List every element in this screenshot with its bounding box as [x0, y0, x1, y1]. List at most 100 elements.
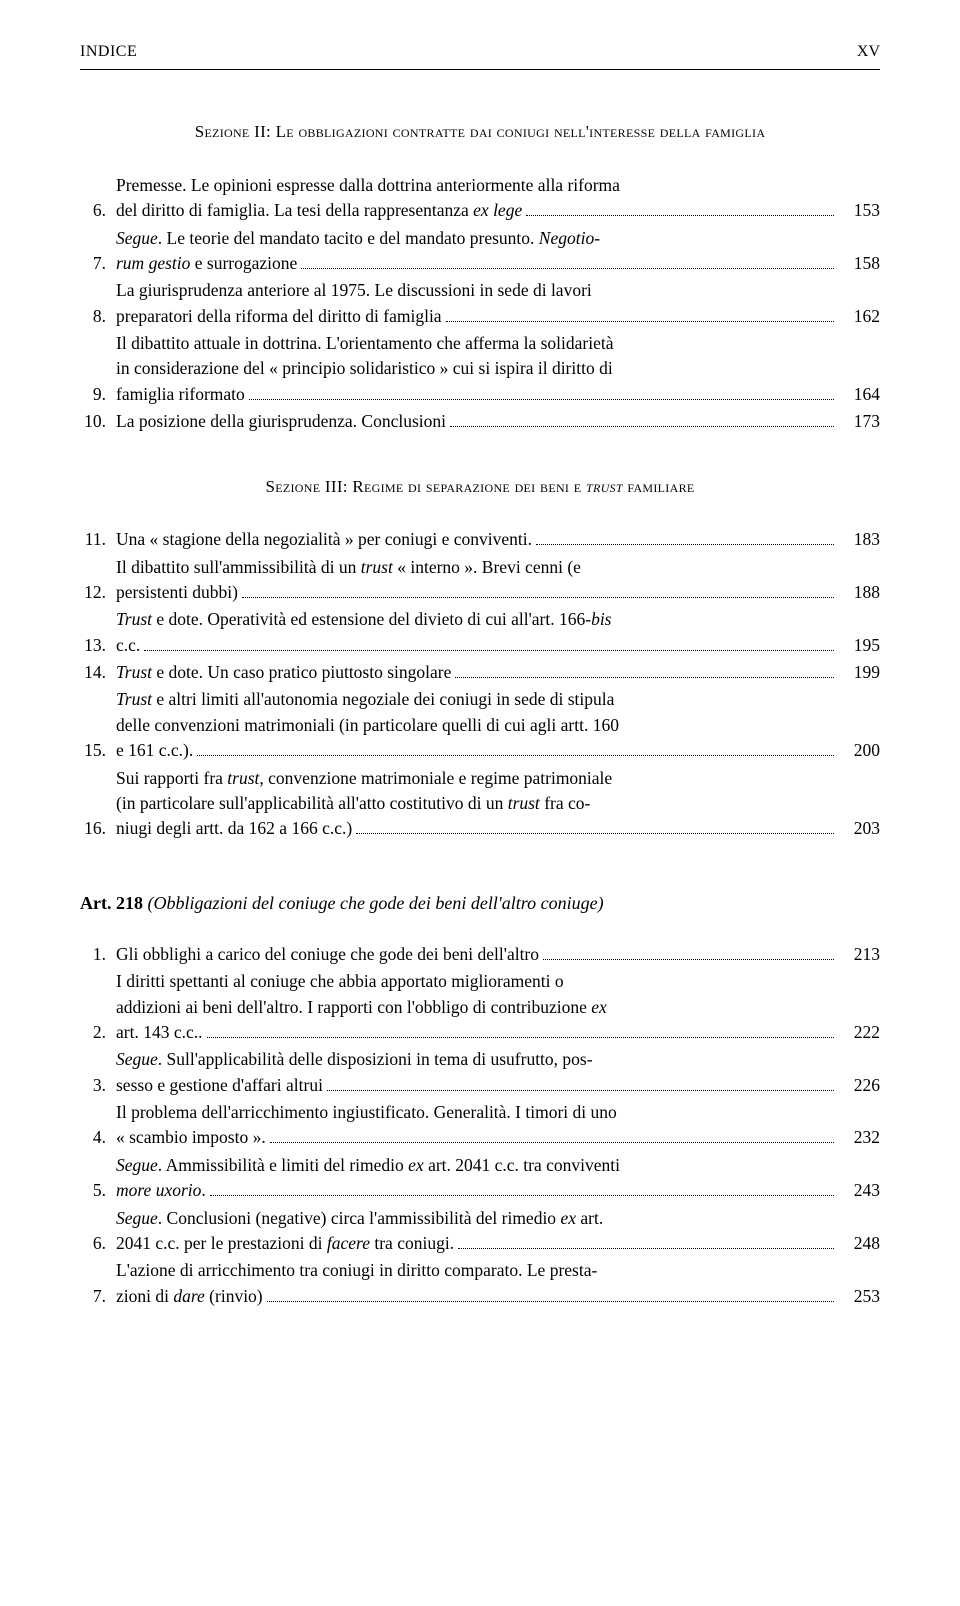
toc-page: 253	[838, 1284, 880, 1309]
toc-entry: 10.La posizione della giurisprudenza. Co…	[80, 409, 880, 434]
toc-number: 12.	[80, 580, 116, 605]
toc-leader-dots	[207, 1037, 835, 1038]
toc-page: 162	[838, 304, 880, 329]
toc-entry: 2.I diritti spettanti al coniuge che abb…	[80, 969, 880, 1045]
header-right: XV	[857, 40, 880, 63]
toc-page: 222	[838, 1020, 880, 1045]
toc-entry: 3.Segue. Sull'applicabilità delle dispos…	[80, 1047, 880, 1098]
page-header: INDICE XV	[80, 40, 880, 70]
toc-number: 6.	[80, 1231, 116, 1256]
toc-entry: 15.Trust e altri limiti all'autonomia ne…	[80, 687, 880, 763]
toc-text: Sui rapporti fra trust, convenzione matr…	[116, 766, 838, 842]
toc-text: La giurisprudenza anteriore al 1975. Le …	[116, 278, 838, 329]
toc-number: 2.	[80, 1020, 116, 1045]
toc-text: La posizione della giurisprudenza. Concl…	[116, 409, 838, 434]
toc-number: 9.	[80, 382, 116, 407]
section-2-list: 6.Premesse. Le opinioni espresse dalla d…	[80, 173, 880, 435]
toc-number: 8.	[80, 304, 116, 329]
toc-leader-dots	[197, 755, 834, 756]
toc-number: 7.	[80, 1284, 116, 1309]
toc-page: 248	[838, 1231, 880, 1256]
toc-number: 5.	[80, 1178, 116, 1203]
toc-entry: 5.Segue. Ammissibilità e limiti del rime…	[80, 1153, 880, 1204]
toc-entry: 4.Il problema dell'arricchimento ingiust…	[80, 1100, 880, 1151]
toc-text: Segue. Le teorie del mandato tacito e de…	[116, 226, 838, 277]
toc-entry: 16.Sui rapporti fra trust, convenzione m…	[80, 766, 880, 842]
toc-page: 200	[838, 738, 880, 763]
toc-number: 7.	[80, 251, 116, 276]
toc-text: L'azione di arricchimento tra coniugi in…	[116, 1258, 838, 1309]
toc-page: 173	[838, 409, 880, 434]
toc-number: 3.	[80, 1073, 116, 1098]
section-3-list: 11.Una « stagione della negozialità » pe…	[80, 527, 880, 842]
toc-page: 213	[838, 942, 880, 967]
toc-leader-dots	[327, 1090, 834, 1091]
toc-text: Il problema dell'arricchimento ingiustif…	[116, 1100, 838, 1151]
toc-number: 11.	[80, 527, 116, 552]
toc-leader-dots	[543, 959, 834, 960]
toc-entry: 11.Una « stagione della negozialità » pe…	[80, 527, 880, 552]
toc-text: Trust e dote. Un caso pratico piuttosto …	[116, 660, 838, 685]
toc-text: Trust e dote. Operatività ed estensione …	[116, 607, 838, 658]
toc-text: Trust e altri limiti all'autonomia negoz…	[116, 687, 838, 763]
toc-text: Gli obblighi a carico del coniuge che go…	[116, 942, 838, 967]
toc-text: Il dibattito sull'ammissibilità di un tr…	[116, 555, 838, 606]
toc-number: 13.	[80, 633, 116, 658]
toc-leader-dots	[458, 1248, 834, 1249]
toc-entry: 7.Segue. Le teorie del mandato tacito e …	[80, 226, 880, 277]
toc-text: Premesse. Le opinioni espresse dalla dot…	[116, 173, 838, 224]
toc-leader-dots	[270, 1142, 834, 1143]
toc-entry: 7.L'azione di arricchimento tra coniugi …	[80, 1258, 880, 1309]
toc-entry: 6.Segue. Conclusioni (negative) circa l'…	[80, 1206, 880, 1257]
toc-leader-dots	[267, 1301, 834, 1302]
toc-page: 153	[838, 198, 880, 223]
toc-entry: 9.Il dibattito attuale in dottrina. L'or…	[80, 331, 880, 407]
toc-entry: 6.Premesse. Le opinioni espresse dalla d…	[80, 173, 880, 224]
toc-number: 6.	[80, 198, 116, 223]
section-3-title: Sezione III: Regime di separazione dei b…	[80, 475, 880, 500]
toc-leader-dots	[356, 833, 834, 834]
toc-leader-dots	[536, 544, 834, 545]
toc-entry: 12.Il dibattito sull'ammissibilità di un…	[80, 555, 880, 606]
article-218-list: 1.Gli obblighi a carico del coniuge che …	[80, 942, 880, 1309]
toc-number: 10.	[80, 409, 116, 434]
toc-number: 15.	[80, 738, 116, 763]
toc-leader-dots	[526, 215, 834, 216]
toc-text: I diritti spettanti al coniuge che abbia…	[116, 969, 838, 1045]
toc-page: 188	[838, 580, 880, 605]
article-label: Art. 218	[80, 893, 143, 913]
toc-page: 164	[838, 382, 880, 407]
toc-leader-dots	[450, 426, 834, 427]
toc-text: Una « stagione della negozialità » per c…	[116, 527, 838, 552]
toc-entry: 14.Trust e dote. Un caso pratico piuttos…	[80, 660, 880, 685]
header-left: INDICE	[80, 40, 137, 63]
toc-leader-dots	[242, 597, 834, 598]
toc-leader-dots	[455, 677, 834, 678]
toc-page: 199	[838, 660, 880, 685]
toc-text: Segue. Conclusioni (negative) circa l'am…	[116, 1206, 838, 1257]
toc-leader-dots	[249, 399, 834, 400]
toc-number: 1.	[80, 942, 116, 967]
toc-leader-dots	[144, 650, 834, 651]
toc-page: 232	[838, 1125, 880, 1150]
toc-page: 183	[838, 527, 880, 552]
toc-text: Segue. Sull'applicabilità delle disposiz…	[116, 1047, 838, 1098]
toc-number: 4.	[80, 1125, 116, 1150]
toc-number: 16.	[80, 816, 116, 841]
toc-page: 195	[838, 633, 880, 658]
toc-leader-dots	[301, 268, 834, 269]
toc-page: 226	[838, 1073, 880, 1098]
toc-leader-dots	[210, 1195, 834, 1196]
article-218-title: Art. 218 (Obbligazioni del coniuge che g…	[80, 890, 880, 916]
toc-entry: 13.Trust e dote. Operatività ed estensio…	[80, 607, 880, 658]
toc-text: Il dibattito attuale in dottrina. L'orie…	[116, 331, 838, 407]
article-subtitle: (Obbligazioni del coniuge che gode dei b…	[147, 893, 603, 913]
toc-leader-dots	[446, 321, 834, 322]
section-2-title: Sezione II: Le obbligazioni contratte da…	[80, 120, 880, 145]
toc-entry: 8.La giurisprudenza anteriore al 1975. L…	[80, 278, 880, 329]
toc-number: 14.	[80, 660, 116, 685]
toc-entry: 1.Gli obblighi a carico del coniuge che …	[80, 942, 880, 967]
toc-page: 158	[838, 251, 880, 276]
toc-page: 243	[838, 1178, 880, 1203]
toc-page: 203	[838, 816, 880, 841]
